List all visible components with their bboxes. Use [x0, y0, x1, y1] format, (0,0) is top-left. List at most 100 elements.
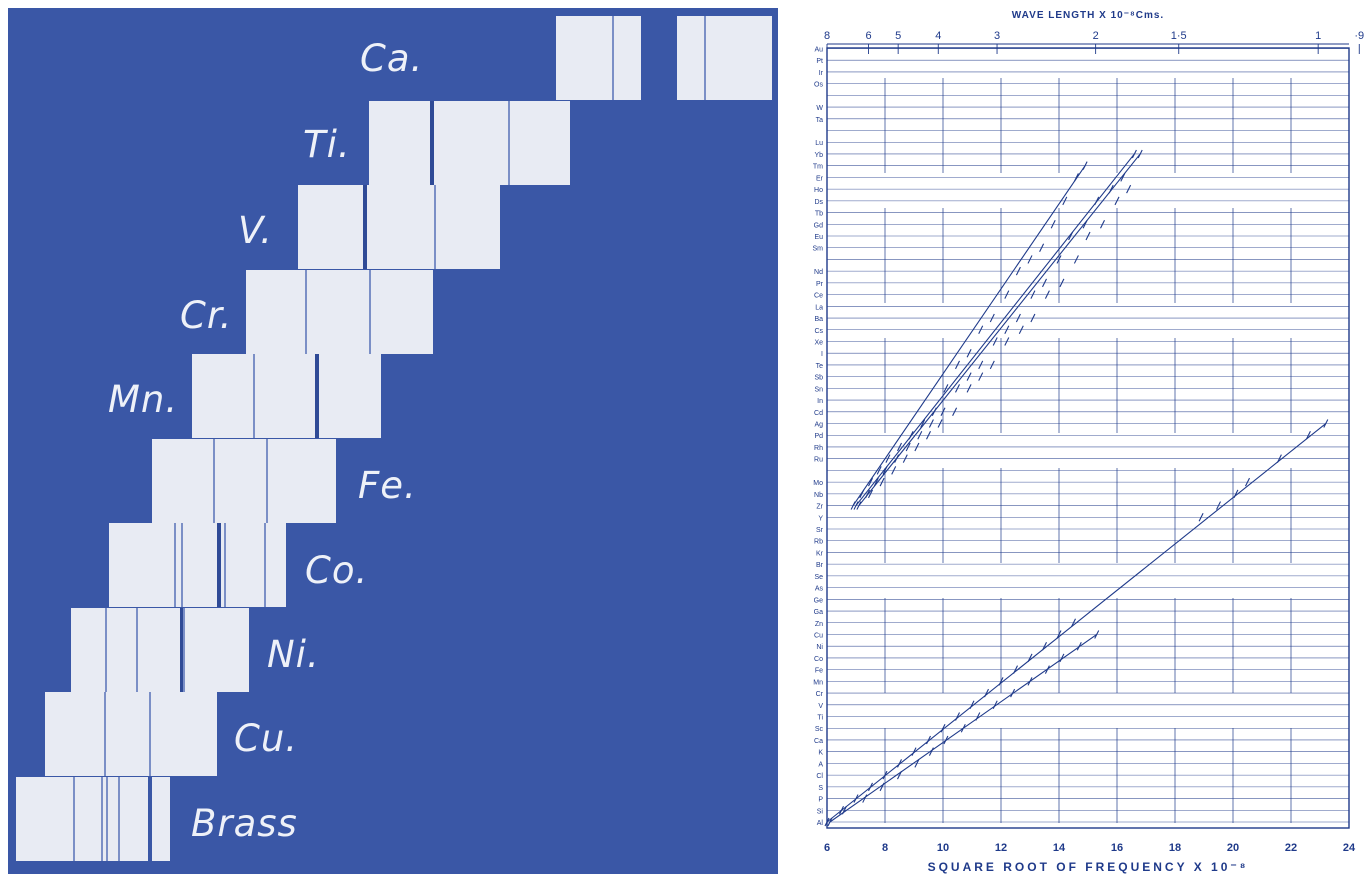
y-tick-label: Sm — [813, 246, 824, 253]
data-point — [1039, 243, 1045, 252]
y-tick-label: K — [818, 750, 823, 757]
top-axis-label: WAVE LENGTH X 10⁻⁸Cms. — [1012, 10, 1164, 21]
data-point — [853, 794, 859, 803]
data-point — [1056, 255, 1062, 264]
y-tick-label: Au — [814, 46, 823, 53]
y-tick-label: Zn — [815, 621, 823, 628]
top-tick-label: 4 — [935, 30, 941, 42]
top-tick-label: 5 — [895, 30, 901, 42]
spectrum-plate — [109, 523, 286, 607]
y-tick-label: In — [817, 398, 823, 405]
data-point — [966, 348, 972, 358]
data-point — [1027, 653, 1033, 663]
data-point — [952, 407, 958, 417]
data-point — [850, 501, 856, 510]
y-tick-label: Ba — [814, 316, 823, 323]
x-tick-label: 12 — [995, 842, 1007, 854]
element-label: Ti. — [303, 123, 351, 166]
data-point — [1056, 630, 1062, 639]
spectral-line — [266, 438, 268, 523]
data-point — [879, 782, 885, 792]
data-point — [897, 770, 902, 780]
x-tick-label: 8 — [882, 842, 888, 854]
plot-frame — [826, 47, 1350, 829]
data-point — [1027, 677, 1033, 686]
y-tick-label: Cu — [814, 632, 823, 639]
data-point — [966, 384, 972, 393]
data-point — [911, 747, 917, 756]
y-tick-label: Ir — [819, 70, 824, 77]
spectral-line — [104, 692, 106, 776]
spectra-photograph: Ca. Ti. V. Cr. Mn. Fe. Co. Ni. Cu. Brass — [8, 8, 778, 874]
spectral-line — [253, 354, 255, 438]
data-point — [992, 700, 998, 710]
data-point — [992, 337, 998, 346]
spectrum-plate — [556, 16, 641, 100]
data-point — [1010, 688, 1016, 698]
top-tick-label: 1·5 — [1171, 30, 1187, 42]
moseley-chart: Al Si P S Cl A K Ca Sc Ti V Cr Mn Fe Co Ni Cu Zn Ga Ge As Se B… — [780, 0, 1370, 879]
data-point — [868, 782, 873, 792]
data-point — [1068, 231, 1074, 241]
spectrum-plate — [192, 354, 381, 438]
x-tick-label: 10 — [937, 842, 949, 854]
data-point — [879, 477, 885, 487]
data-point — [897, 442, 902, 452]
data-point — [1004, 290, 1010, 299]
spectral-line — [305, 269, 307, 354]
y-tick-label: V — [818, 703, 823, 710]
element-label: Cr. — [180, 294, 233, 337]
spectrum-plate — [152, 776, 170, 861]
data-point — [917, 430, 923, 440]
data-point — [1050, 220, 1056, 229]
data-point — [1126, 184, 1132, 194]
series-line — [852, 165, 1086, 506]
data-point — [943, 735, 949, 745]
y-tick-label: As — [815, 586, 824, 593]
spectral-line — [73, 776, 75, 861]
data-point — [856, 501, 862, 510]
spectral-line — [430, 100, 434, 185]
x-tick-label: 16 — [1111, 842, 1123, 854]
data-point — [966, 372, 972, 381]
data-point — [1004, 325, 1010, 335]
y-tick-label: Ni — [816, 644, 823, 651]
element-label: V. — [238, 209, 273, 252]
data-point — [1276, 454, 1282, 463]
y-tick-label: Yb — [814, 152, 823, 159]
y-tick-label: Ta — [816, 117, 824, 124]
top-tick-label: 6 — [865, 30, 871, 42]
spectral-line — [136, 607, 138, 692]
data-point — [1044, 665, 1050, 674]
data-point — [1015, 266, 1021, 276]
data-point — [1216, 501, 1221, 510]
data-point — [928, 419, 934, 428]
y-tick-label: Cd — [814, 410, 823, 417]
spectral-line — [508, 100, 510, 185]
data-point — [882, 770, 888, 780]
spectral-line — [106, 776, 108, 861]
chart-svg: Al Si PS Cl AK Ca Sc Ti V Cr Mn Fe Co Ni Cu Zn Ga Ge As Se B… — [813, 10, 1365, 874]
data-point — [1018, 325, 1024, 335]
y-tick-label: Sc — [815, 726, 824, 733]
data-point — [876, 466, 882, 475]
y-tick-label: Y — [818, 515, 823, 522]
data-point — [1131, 149, 1137, 159]
y-tick-label: Co — [814, 656, 823, 663]
data-point — [882, 466, 888, 475]
data-point — [928, 747, 934, 756]
data-point — [975, 712, 981, 721]
y-tick-label: Al — [817, 820, 824, 827]
data-point — [978, 325, 984, 335]
y-tick-label: Pr — [816, 281, 824, 288]
spectral-line — [224, 523, 226, 607]
data-point — [1042, 278, 1047, 288]
y-tick-label: Nb — [814, 492, 823, 499]
data-point — [984, 688, 989, 698]
y-tick-label: Sn — [814, 386, 823, 393]
data-point — [1004, 337, 1010, 346]
x-tick-label: 6 — [824, 842, 830, 854]
data-point — [1027, 255, 1033, 264]
element-label: Cu. — [234, 717, 299, 760]
data-point — [1198, 513, 1204, 522]
